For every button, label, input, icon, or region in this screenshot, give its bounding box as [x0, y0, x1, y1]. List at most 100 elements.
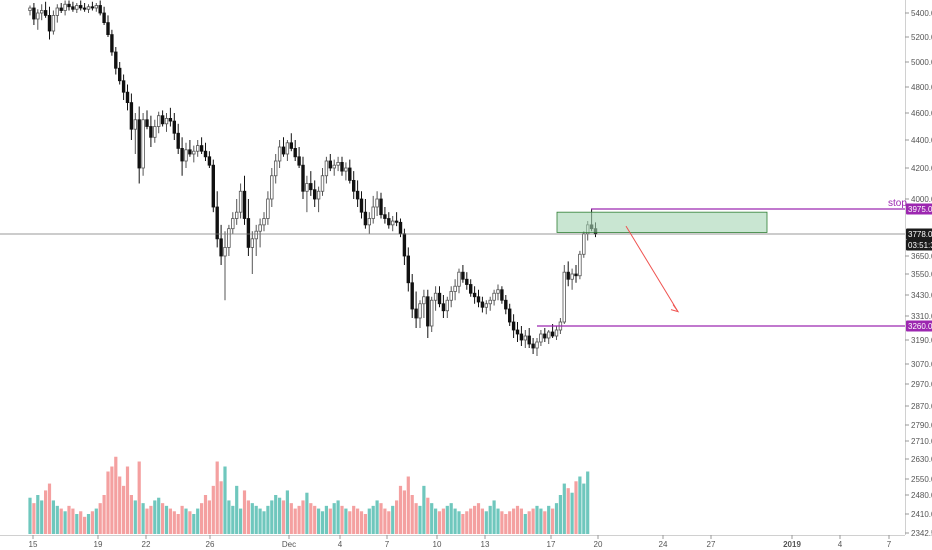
y-tick-label: 2630.0 — [911, 455, 932, 464]
candle-body — [55, 7, 59, 16]
candle-body — [164, 118, 169, 125]
y-tick-label: 4800.0 — [911, 83, 932, 92]
x-tick-label: 24 — [659, 540, 668, 549]
volume-bar — [203, 495, 208, 534]
candle-body — [519, 333, 524, 341]
candle-body — [422, 296, 426, 305]
volume-bar — [281, 500, 286, 534]
candle-body — [110, 34, 114, 53]
volume-bar — [437, 511, 442, 534]
volume-bar — [125, 466, 130, 534]
volume-bar — [180, 505, 184, 534]
drawing-tools[interactable] — [0, 208, 905, 327]
volume-bar — [285, 490, 289, 534]
volume-bar — [157, 497, 161, 534]
volume-bar — [476, 503, 481, 534]
candle-body — [293, 147, 297, 158]
y-tick-label: 2480.0 — [911, 491, 932, 500]
volume-bar — [75, 514, 79, 534]
candle-body — [172, 120, 176, 134]
candle-body — [273, 160, 278, 177]
candle-body — [465, 278, 469, 285]
candle-body — [500, 289, 504, 301]
candle-body — [86, 6, 91, 10]
candle-body — [426, 296, 430, 327]
volume-bar — [371, 505, 375, 534]
candle-body — [297, 156, 301, 166]
candle-body — [414, 308, 418, 319]
x-tick-label: 26 — [206, 540, 215, 549]
volume-bar — [28, 497, 32, 534]
volume-bar — [223, 466, 227, 534]
volume-bar — [270, 500, 274, 534]
volume-bar — [94, 508, 98, 534]
volume-bar — [457, 511, 461, 534]
candle-body — [547, 331, 551, 339]
price-candles — [28, 0, 598, 356]
x-tick-label: 10 — [433, 540, 442, 549]
candle-body — [328, 160, 332, 169]
current-price-tag: 3778.0 — [908, 230, 932, 239]
candle-body — [160, 115, 165, 125]
candle-body — [418, 303, 422, 319]
x-axis: 15 19 22 26 Dec 4 7 10 13 17 20 24 27 2019 4 7 — [0, 535, 905, 549]
volume-bar — [59, 508, 63, 534]
candle-body — [535, 341, 539, 349]
x-tick-label: 7 — [385, 540, 390, 549]
volume-bar — [578, 476, 582, 534]
candle-body — [199, 145, 204, 152]
volume-bar — [47, 483, 52, 534]
volume-bar — [227, 500, 231, 534]
volume-bar — [313, 505, 317, 534]
candle-body — [320, 175, 325, 192]
volume-bar — [86, 514, 91, 534]
volume-bar — [527, 511, 531, 534]
volume-bars — [28, 456, 590, 534]
volume-bar — [79, 511, 83, 534]
candle-body — [312, 189, 317, 200]
candle-body — [223, 247, 227, 257]
x-tick-label: 27 — [707, 540, 716, 549]
candle-body — [133, 119, 137, 130]
volume-bar — [512, 508, 516, 534]
candle-body — [324, 160, 329, 177]
candle-body — [63, 3, 67, 11]
candle-body — [527, 335, 531, 345]
volume-bar — [492, 500, 496, 534]
candle-body — [137, 119, 141, 169]
y-tick-label: 4600.0 — [911, 109, 932, 118]
volume-bar — [379, 503, 383, 534]
volume-bar — [278, 497, 282, 534]
volume-bar — [391, 505, 395, 534]
candle-body — [371, 206, 375, 219]
candle-body — [118, 67, 122, 82]
candle-body — [219, 238, 223, 257]
volume-bar — [274, 495, 278, 534]
candle-body — [336, 161, 340, 166]
volume-bar — [63, 511, 67, 534]
candle-body — [566, 271, 570, 280]
volume-bar — [293, 508, 297, 534]
candle-body — [289, 142, 293, 149]
volume-bar — [340, 505, 344, 534]
x-tick-label: 4 — [838, 540, 843, 549]
y-tick-label: 5000.0 — [911, 58, 932, 67]
volume-bar — [508, 511, 512, 534]
candle-body — [484, 303, 488, 308]
x-tick-label: 15 — [29, 540, 38, 549]
candle-body — [211, 164, 215, 208]
candle-body — [106, 22, 110, 36]
candle-body — [472, 292, 477, 298]
candle-body — [578, 253, 582, 277]
candle-body — [504, 299, 508, 310]
volume-bar — [106, 471, 110, 534]
volume-bar — [531, 508, 535, 534]
candle-body — [188, 149, 192, 155]
x-tick-label: 22 — [142, 540, 151, 549]
candle-body — [153, 126, 157, 138]
y-tick-label: 2970.0 — [911, 380, 932, 389]
candle-body — [102, 12, 106, 24]
y-tick-label: 2550.0 — [911, 475, 932, 484]
volume-bar — [149, 505, 153, 534]
